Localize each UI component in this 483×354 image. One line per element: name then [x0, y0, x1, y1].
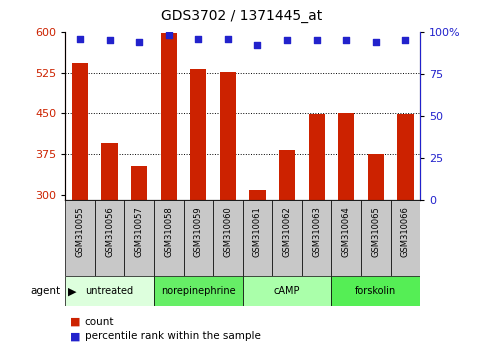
Point [76, 36, 84, 41]
Text: GSM310064: GSM310064 [342, 206, 351, 257]
Point [135, 39, 143, 45]
Bar [338, 113, 355, 200]
Text: untreated: untreated [85, 286, 134, 296]
Bar [242, 200, 272, 276]
Text: count: count [85, 317, 114, 327]
Text: GSM310058: GSM310058 [164, 206, 173, 257]
Point [224, 36, 232, 41]
Text: GSM310060: GSM310060 [224, 206, 232, 257]
Bar [331, 200, 361, 276]
Bar [249, 190, 266, 200]
Point [313, 38, 321, 43]
Text: GSM310061: GSM310061 [253, 206, 262, 257]
Point [372, 39, 380, 45]
Bar [220, 72, 236, 200]
Text: GSM310065: GSM310065 [371, 206, 380, 257]
Bar [361, 200, 391, 276]
Bar [391, 200, 420, 276]
Text: GSM310063: GSM310063 [312, 206, 321, 257]
Bar [190, 69, 206, 200]
Point [342, 38, 350, 43]
Bar [161, 34, 177, 200]
Point [165, 33, 172, 38]
Bar [398, 114, 413, 200]
Bar [72, 63, 88, 200]
Bar [65, 276, 154, 306]
Bar [272, 200, 302, 276]
Text: percentile rank within the sample: percentile rank within the sample [85, 331, 260, 341]
Point [283, 38, 291, 43]
Bar [368, 154, 384, 200]
Bar [279, 150, 295, 200]
Text: forskolin: forskolin [355, 286, 397, 296]
Bar [242, 276, 331, 306]
Point [401, 38, 409, 43]
Text: GSM310062: GSM310062 [283, 206, 292, 257]
Point [195, 36, 202, 41]
Text: ■: ■ [70, 331, 81, 341]
Text: GSM310057: GSM310057 [135, 206, 143, 257]
Bar [65, 200, 95, 276]
Point [254, 42, 261, 48]
Text: GSM310056: GSM310056 [105, 206, 114, 257]
Text: GSM310059: GSM310059 [194, 206, 203, 257]
Point [106, 38, 114, 43]
Text: cAMP: cAMP [274, 286, 300, 296]
Text: agent: agent [30, 286, 60, 296]
Bar [101, 143, 118, 200]
Text: norepinephrine: norepinephrine [161, 286, 236, 296]
Text: GSM310066: GSM310066 [401, 206, 410, 257]
Bar [154, 276, 243, 306]
Text: GDS3702 / 1371445_at: GDS3702 / 1371445_at [161, 9, 322, 23]
Bar [131, 166, 147, 200]
Bar [331, 276, 420, 306]
Bar [309, 114, 325, 200]
Bar [302, 200, 331, 276]
Bar [125, 200, 154, 276]
Bar [154, 200, 184, 276]
Bar [213, 200, 242, 276]
Bar [95, 200, 125, 276]
Text: GSM310055: GSM310055 [75, 206, 85, 257]
Text: ▶: ▶ [68, 286, 76, 296]
Bar [184, 200, 213, 276]
Text: ■: ■ [70, 317, 81, 327]
